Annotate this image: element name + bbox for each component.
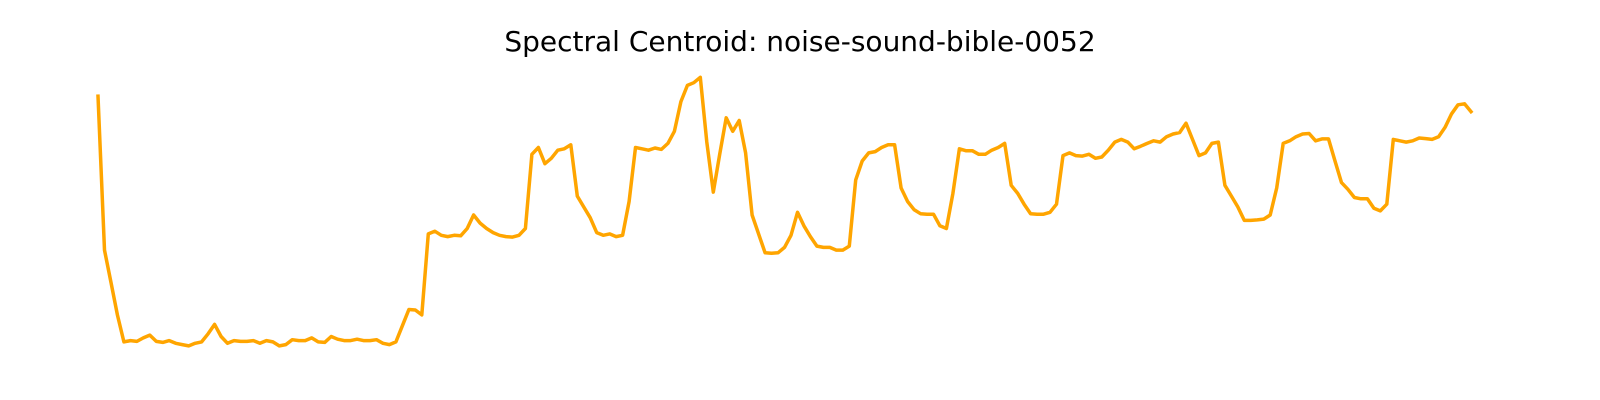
plot-area (96, 75, 1474, 348)
spectral-centroid-series-line (96, 75, 1474, 348)
chart-title: Spectral Centroid: noise-sound-bible-005… (504, 25, 1095, 58)
